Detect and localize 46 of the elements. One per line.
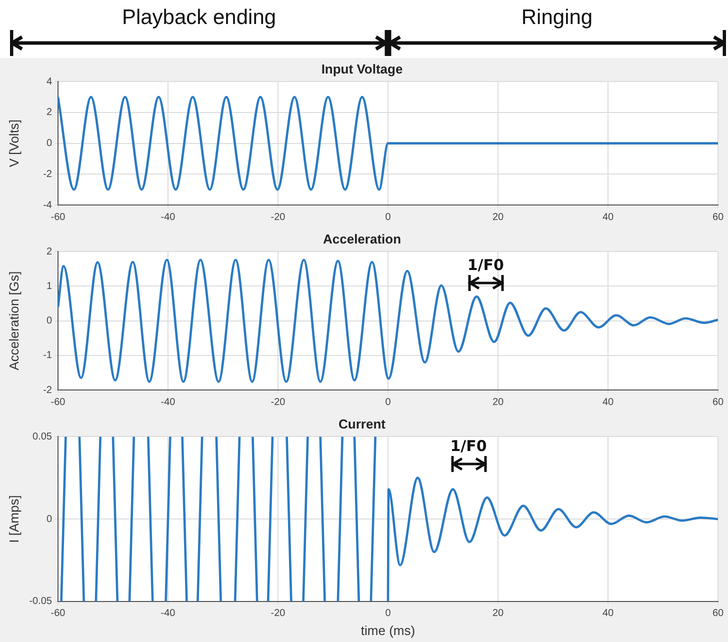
annotation: 1/F0 [467, 256, 504, 274]
x-tick-label: 0 [385, 212, 392, 223]
x-tick-label: -20 [270, 212, 286, 223]
y-tick-label: -0.05 [29, 596, 52, 608]
y-tick-label: -1 [43, 350, 52, 362]
x-tick-label: 20 [492, 396, 504, 408]
x-tick-label: 0 [385, 608, 392, 620]
x-tick-label: 60 [712, 212, 724, 223]
y-axis-title: I [Amps] [6, 495, 22, 543]
x-tick-label: 0 [385, 396, 392, 408]
y-tick-label: 0 [46, 138, 52, 150]
x-tick-label: 40 [602, 608, 614, 620]
y-tick-label: -2 [43, 168, 52, 180]
y-tick-label: -2 [43, 384, 52, 396]
chart-title: Input Voltage [321, 61, 403, 76]
y-tick-label: 0 [46, 316, 52, 327]
x-tick-label: 60 [712, 608, 724, 620]
x-tick-label: 40 [602, 396, 614, 408]
text: Ringing [521, 6, 593, 30]
x-tick-label: 60 [712, 396, 724, 408]
text: Playback ending [122, 6, 276, 30]
y-tick-label: 0 [46, 514, 52, 525]
y-tick-label: 2 [46, 107, 52, 118]
y-axis-title: V [Volts] [6, 119, 22, 168]
chart-title: Acceleration [322, 231, 402, 246]
x-tick-label: -60 [50, 608, 66, 620]
annotation: 1/F0 [450, 437, 487, 456]
x-tick-label: 40 [602, 212, 614, 223]
chart-title: Current [338, 416, 386, 432]
y-tick-label: 1 [46, 280, 52, 292]
y-tick-label: 4 [46, 76, 52, 88]
x-tick-label: -40 [160, 396, 176, 408]
x-tick-label: -40 [160, 608, 176, 620]
x-tick-label: -40 [160, 212, 176, 223]
y-tick-label: -4 [43, 200, 52, 211]
y-tick-label: 0.05 [32, 431, 52, 442]
x-tick-label: -60 [50, 396, 66, 408]
x-tick-label: -20 [270, 396, 286, 408]
y-tick-label: 2 [46, 246, 52, 258]
x-tick-label: 20 [492, 212, 504, 223]
x-tick-label: -60 [50, 212, 66, 223]
x-axis-title: time (ms) [360, 622, 416, 638]
line-series [58, 258, 718, 383]
x-tick-label: 20 [492, 608, 504, 620]
y-axis-title: Acceleration [Gs] [6, 271, 22, 370]
x-tick-label: -20 [270, 608, 286, 620]
